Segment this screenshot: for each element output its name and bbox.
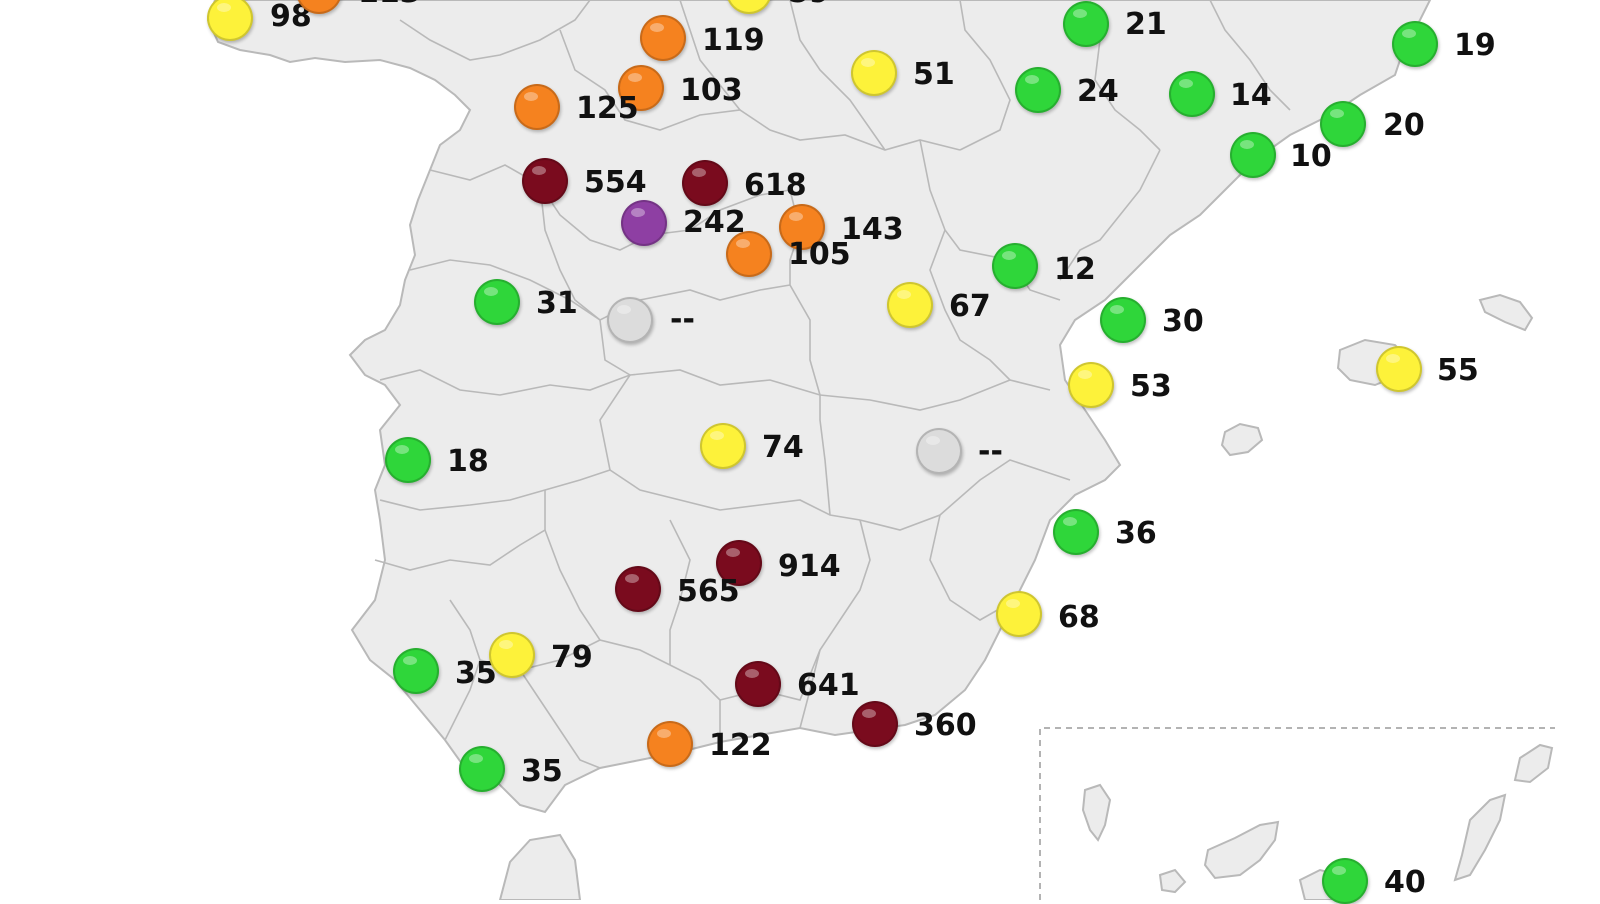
map-marker[interactable] bbox=[1053, 509, 1099, 555]
map-marker[interactable] bbox=[726, 231, 772, 277]
map-marker[interactable] bbox=[992, 243, 1038, 289]
map-marker[interactable] bbox=[1320, 101, 1366, 147]
marker-label: 18 bbox=[447, 444, 489, 479]
marker-label: 20 bbox=[1383, 108, 1425, 143]
map-marker[interactable] bbox=[735, 661, 781, 707]
map-marker[interactable] bbox=[1015, 67, 1061, 113]
marker-label: 21 bbox=[1125, 7, 1167, 42]
map-marker[interactable] bbox=[514, 84, 560, 130]
map-marker[interactable] bbox=[640, 15, 686, 61]
map-marker[interactable] bbox=[385, 437, 431, 483]
marker-label: 31 bbox=[536, 286, 578, 321]
island-menorca bbox=[1478, 293, 1534, 332]
ceuta-area bbox=[498, 833, 582, 900]
marker-label: 68 bbox=[1058, 600, 1100, 635]
marker-label: 10 bbox=[1290, 139, 1332, 174]
marker-label: 74 bbox=[762, 430, 804, 465]
map-marker[interactable] bbox=[207, 0, 253, 41]
marker-label: 51 bbox=[913, 57, 955, 92]
marker-label: 143 bbox=[841, 212, 904, 247]
island-tenerife bbox=[1203, 820, 1280, 880]
map-marker[interactable] bbox=[1230, 132, 1276, 178]
map-marker[interactable] bbox=[615, 566, 661, 612]
marker-label: 641 bbox=[797, 668, 860, 703]
map-marker[interactable] bbox=[1392, 21, 1438, 67]
marker-label: 24 bbox=[1077, 74, 1119, 109]
map-marker[interactable] bbox=[522, 158, 568, 204]
map-marker[interactable] bbox=[851, 50, 897, 96]
inset-frame bbox=[1039, 727, 1555, 900]
marker-label: 914 bbox=[778, 549, 841, 584]
map-marker[interactable] bbox=[647, 721, 693, 767]
marker-label: 554 bbox=[584, 165, 647, 200]
map-marker[interactable] bbox=[618, 65, 664, 111]
map-marker[interactable] bbox=[393, 648, 439, 694]
island-la-palma bbox=[1081, 783, 1112, 842]
marker-label: 565 bbox=[677, 574, 740, 609]
marker-label: -- bbox=[978, 434, 1003, 469]
island-la-gomera bbox=[1158, 868, 1187, 894]
canary-islands-inset bbox=[1039, 727, 1555, 900]
map-marker[interactable] bbox=[459, 746, 505, 792]
marker-label: 30 bbox=[1162, 304, 1204, 339]
marker-label: 55 bbox=[1437, 353, 1479, 388]
map-marker[interactable] bbox=[716, 540, 762, 586]
marker-label: 67 bbox=[949, 289, 991, 324]
map-marker[interactable] bbox=[621, 200, 667, 246]
map-marker[interactable] bbox=[489, 632, 535, 678]
marker-label: 105 bbox=[788, 237, 851, 272]
island-lanzarote bbox=[1513, 743, 1554, 784]
island-ibiza bbox=[1220, 422, 1264, 457]
map-marker[interactable] bbox=[996, 591, 1042, 637]
marker-label: 618 bbox=[744, 168, 807, 203]
map-marker[interactable] bbox=[474, 279, 520, 325]
map-marker[interactable] bbox=[1169, 71, 1215, 117]
map-marker[interactable] bbox=[1063, 1, 1109, 47]
map-marker[interactable] bbox=[1376, 346, 1422, 392]
map-marker[interactable] bbox=[700, 423, 746, 469]
map-marker[interactable] bbox=[887, 282, 933, 328]
marker-label: 119 bbox=[702, 23, 765, 58]
map-marker[interactable] bbox=[1100, 297, 1146, 343]
map-marker[interactable] bbox=[607, 297, 653, 343]
marker-label: 53 bbox=[1130, 369, 1172, 404]
marker-label: 242 bbox=[683, 205, 746, 240]
marker-label: 79 bbox=[551, 640, 593, 675]
marker-label: 14 bbox=[1230, 78, 1272, 113]
marker-label: 113 bbox=[358, 0, 421, 8]
map-marker[interactable] bbox=[682, 160, 728, 206]
marker-label: 12 bbox=[1054, 252, 1096, 287]
island-fuerteventura bbox=[1453, 793, 1507, 882]
mainland-land bbox=[206, 0, 1432, 814]
map-marker[interactable] bbox=[779, 204, 825, 250]
map-marker[interactable] bbox=[1322, 858, 1368, 904]
marker-label: 36 bbox=[1115, 516, 1157, 551]
map-marker[interactable] bbox=[916, 428, 962, 474]
map-marker[interactable] bbox=[852, 701, 898, 747]
marker-label: 125 bbox=[576, 91, 639, 126]
marker-label: -- bbox=[670, 302, 695, 337]
map-marker[interactable] bbox=[1068, 362, 1114, 408]
north-africa-coast bbox=[498, 833, 582, 900]
marker-label: 59 bbox=[788, 0, 830, 8]
marker-label: 103 bbox=[680, 73, 743, 108]
marker-label: 40 bbox=[1384, 865, 1426, 900]
marker-label: 360 bbox=[914, 708, 977, 743]
marker-label: 19 bbox=[1454, 28, 1496, 63]
marker-label: 122 bbox=[709, 728, 772, 763]
marker-label: 35 bbox=[521, 754, 563, 789]
